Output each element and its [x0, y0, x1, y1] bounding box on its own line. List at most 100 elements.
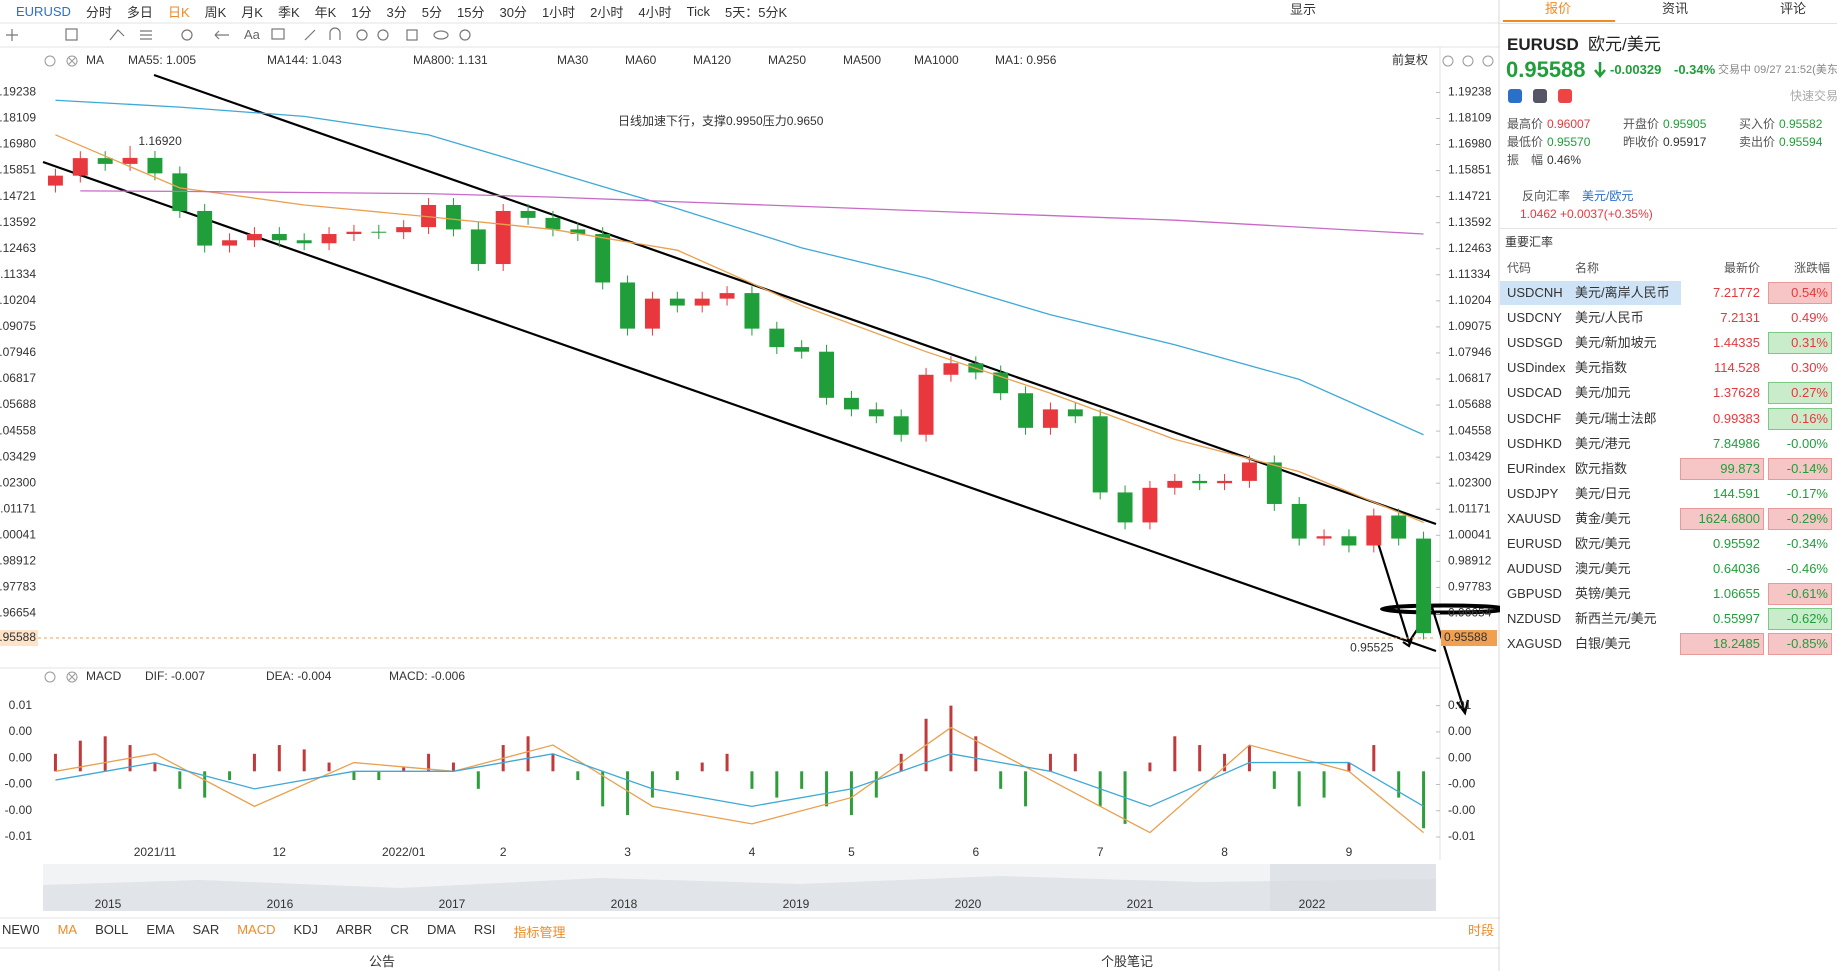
indicator-tab[interactable]: KDJ — [293, 922, 319, 937]
panel-icon[interactable] — [1508, 89, 1522, 103]
macd-bar — [626, 771, 630, 816]
candle-body — [321, 234, 337, 244]
footer-tab[interactable]: 个股笔记 — [1101, 954, 1154, 969]
period-tab[interactable]: 3分 — [386, 4, 407, 20]
row-name[interactable]: 黄金/美元 — [1575, 510, 1631, 526]
status: 交易中 09/27 21:52(美东 — [1718, 64, 1837, 76]
row-code[interactable]: USDJPY — [1507, 485, 1559, 501]
panel-tab[interactable]: 评论 — [1780, 1, 1807, 16]
indicator-tab[interactable]: MA — [57, 922, 78, 937]
row-code[interactable]: USDCNH — [1507, 285, 1563, 300]
row-name[interactable]: 美元/新加坡元 — [1575, 335, 1657, 351]
row-name[interactable]: 美元/人民币 — [1575, 310, 1644, 326]
row-code[interactable]: USDCAD — [1507, 385, 1562, 401]
period-tab[interactable]: 5分 — [421, 4, 442, 20]
panel-icon[interactable] — [1533, 89, 1547, 103]
row-name[interactable]: 美元/离岸人民币 — [1575, 285, 1670, 300]
row-code[interactable]: AUDUSD — [1507, 561, 1562, 577]
row-code[interactable]: USDHKD — [1507, 435, 1562, 451]
candle-body — [1142, 487, 1158, 523]
indicator-tab[interactable]: SAR — [192, 922, 220, 937]
row-name[interactable]: 美元指数 — [1575, 360, 1628, 376]
row-code[interactable]: USDCNY — [1507, 310, 1562, 326]
row-code[interactable]: XAUUSD — [1507, 510, 1562, 526]
row-price: 99.873 — [1720, 460, 1760, 476]
indicator-manage[interactable]: 指标管理 — [513, 925, 566, 940]
drawn-mark[interactable] — [1380, 603, 1500, 615]
row-name[interactable]: 英镑/美元 — [1575, 586, 1631, 602]
row-price: 114.528 — [1713, 360, 1760, 376]
x-tick-label: 3 — [624, 845, 631, 859]
period-tab[interactable]: 1分 — [351, 4, 372, 20]
row-name[interactable]: 欧元/美元 — [1575, 536, 1631, 551]
drawn-arrow[interactable] — [1430, 606, 1470, 716]
panel-icon[interactable] — [1558, 89, 1572, 103]
period-tab[interactable]: 日K — [167, 4, 190, 20]
trend-lines[interactable] — [42, 73, 1470, 716]
period-tab[interactable]: 周K — [204, 4, 227, 20]
row-code[interactable]: GBPUSD — [1507, 586, 1562, 602]
row-code[interactable]: XAGUSD — [1507, 636, 1562, 652]
row-name[interactable]: 美元/加元 — [1575, 385, 1631, 401]
indicator-tab[interactable]: ARBR — [336, 922, 373, 937]
y-tick-label: 0.96654 — [1448, 606, 1492, 620]
period-tab[interactable]: 分时 — [85, 4, 112, 20]
toolbar: EURUSD 分时 多日 日K 周K 月K 季K 年K 1分 3分 5分 15分 30分 1小时 2小时 4小… — [0, 2, 787, 20]
quick-trade[interactable]: 快速交易 — [1790, 89, 1837, 103]
panel-icons[interactable] — [44, 55, 1494, 683]
table-header: 代码 — [1507, 261, 1532, 275]
indicator-tab[interactable]: CR — [390, 922, 409, 937]
period-tab[interactable]: 4小时 — [638, 4, 672, 20]
period-tab[interactable]: 1小时 — [541, 4, 576, 20]
row-name[interactable]: 新西兰元/美元 — [1575, 611, 1657, 627]
row-code[interactable]: USDCHF — [1507, 410, 1562, 426]
period-tab[interactable]: 年K — [314, 4, 337, 20]
candle-body — [918, 374, 934, 435]
support-line[interactable] — [42, 160, 1437, 653]
macd-bar — [1223, 753, 1227, 772]
period-tab[interactable]: Tick — [686, 3, 710, 19]
indicator-tab[interactable]: EMA — [146, 922, 175, 937]
period-setting[interactable]: 时段 — [1468, 923, 1495, 938]
indicator-tab[interactable]: NEW0 — [2, 922, 40, 937]
row-name[interactable]: 白银/美元 — [1575, 636, 1631, 652]
macd-bar — [178, 771, 182, 789]
row-name[interactable]: 澳元/美元 — [1575, 561, 1631, 577]
period-tab[interactable]: 2小时 — [590, 4, 624, 20]
period-tab[interactable]: 季K — [277, 4, 300, 20]
y-tick-label: 1.01171 — [1448, 501, 1491, 515]
panel-tab[interactable]: 资讯 — [1662, 1, 1689, 16]
change-box — [1768, 583, 1832, 606]
row-name[interactable]: 美元/港元 — [1575, 435, 1631, 451]
period-tab[interactable]: 月K — [241, 4, 263, 20]
symbol-tab[interactable]: EURUSD — [16, 3, 71, 19]
indicator-tab[interactable]: BOLL — [95, 922, 129, 937]
row-code[interactable]: USDSGD — [1507, 335, 1563, 351]
font-tool[interactable]: Aa — [244, 27, 260, 42]
panel-tab[interactable]: 报价 — [1545, 1, 1572, 16]
inverse-pair[interactable]: 美元/欧元 — [1582, 189, 1634, 203]
period-tab[interactable]: 多日 — [126, 4, 153, 20]
indicator-tab[interactable]: DMA — [426, 922, 456, 937]
resistance-line[interactable] — [153, 73, 1437, 526]
row-name[interactable]: 美元/日元 — [1575, 485, 1631, 501]
indicator-tab[interactable]: MACD — [237, 922, 276, 937]
period-tab[interactable]: 15分 — [457, 4, 485, 20]
y-tick-label: 1.11334 — [1448, 267, 1491, 281]
tool-icons[interactable] — [6, 27, 471, 41]
row-code[interactable]: EURindex — [1507, 460, 1566, 476]
indicator-tab[interactable]: RSI — [473, 922, 496, 937]
display-menu[interactable]: 显示 — [1290, 2, 1317, 17]
row-code[interactable]: USDindex — [1507, 360, 1566, 376]
candle-body — [669, 298, 685, 306]
row-code[interactable]: NZDUSD — [1507, 611, 1562, 627]
footer-tab[interactable]: 公告 — [369, 954, 396, 969]
period-tab[interactable]: 5天：5分K — [725, 4, 788, 20]
row-code[interactable]: EURUSD — [1507, 536, 1562, 551]
macd-bar — [825, 771, 829, 807]
x-tick-label: 2021/11 — [134, 845, 177, 859]
period-tab[interactable]: 30分 — [499, 4, 527, 20]
row-name[interactable]: 美元/瑞士法郎 — [1575, 410, 1657, 426]
row-name[interactable]: 欧元指数 — [1575, 460, 1628, 476]
drawn-arrow[interactable] — [1402, 637, 1414, 648]
